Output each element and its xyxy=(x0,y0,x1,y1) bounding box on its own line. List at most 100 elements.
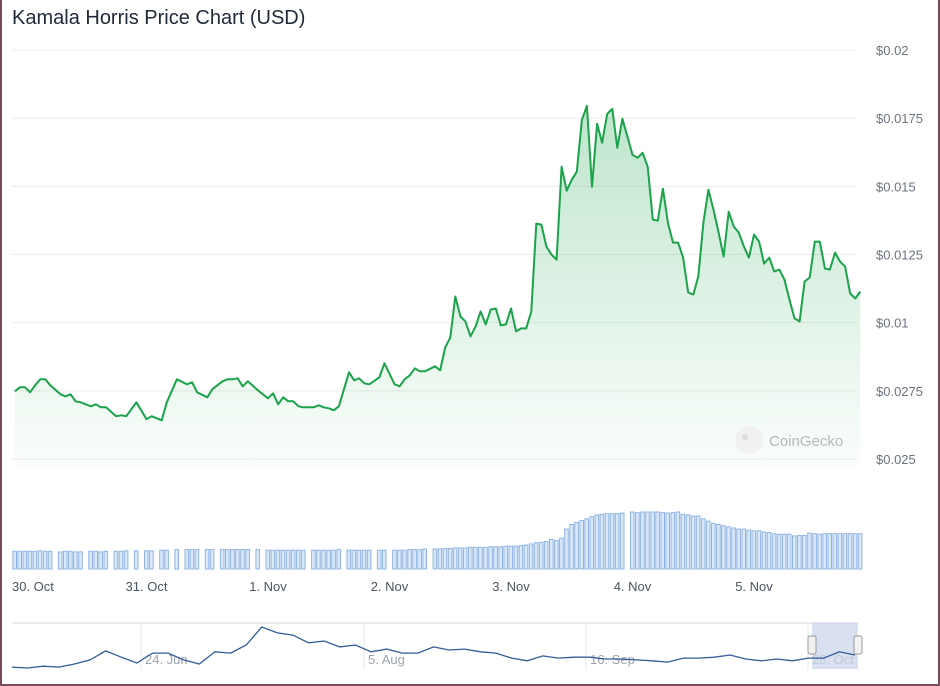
volume-bar xyxy=(57,551,63,570)
volume-bar xyxy=(685,514,691,570)
volume-bar xyxy=(118,550,124,570)
volume-bar xyxy=(503,545,508,570)
price-area-fill xyxy=(14,105,861,467)
volume-bar xyxy=(559,537,564,570)
volume-bar xyxy=(437,548,443,570)
y-axis-labels: $0.02 $0.0175 $0.015 $0.0125 $0.01 $0.0275 $0.… xyxy=(876,43,923,467)
watermark-text: CoinGecko xyxy=(769,433,843,450)
volume-bar xyxy=(37,550,43,570)
volume-bar xyxy=(640,511,645,570)
volume-bar xyxy=(549,538,554,570)
volume-bar xyxy=(184,549,190,570)
volume-bar xyxy=(473,546,478,570)
x-tick-label: 1. Nov xyxy=(249,579,287,594)
volume-bar xyxy=(635,512,640,570)
navigator-left-handle[interactable] xyxy=(807,635,817,655)
volume-bar xyxy=(751,530,757,570)
volume-bar xyxy=(392,549,397,570)
volume-bar xyxy=(265,549,271,570)
volume-bar xyxy=(225,549,230,570)
coingecko-logo-icon xyxy=(735,426,763,454)
volume-bar xyxy=(204,549,210,570)
volume-bar xyxy=(98,551,104,570)
volume-bar xyxy=(331,549,336,570)
volume-bar xyxy=(174,549,179,570)
volume-bar xyxy=(93,550,99,570)
volume-bar xyxy=(817,533,822,570)
volume-bar xyxy=(766,532,772,570)
x-tick-label: 5. Nov xyxy=(735,579,773,594)
chart-title: Kamala Horris Price Chart (USD) xyxy=(12,7,306,29)
navigator-selected-window[interactable] xyxy=(812,623,858,669)
volume-bar xyxy=(457,547,463,570)
volume-bar xyxy=(579,520,585,570)
volume-bar xyxy=(518,545,524,570)
volume-bar xyxy=(346,549,352,570)
volume-bar xyxy=(812,533,817,570)
volume-bar xyxy=(88,550,93,570)
navigator-line xyxy=(11,626,856,669)
volume-bar xyxy=(594,514,600,570)
volume-bar xyxy=(483,546,488,570)
volume-bar xyxy=(700,518,706,570)
volume-bar xyxy=(731,527,736,570)
volume-bar xyxy=(351,549,357,570)
volume-bar xyxy=(832,533,838,570)
volume-bar xyxy=(447,548,453,570)
volume-bar xyxy=(599,513,605,570)
navigator-right-handle[interactable] xyxy=(853,635,863,655)
y-tick-label: $0.01 xyxy=(876,316,909,331)
volume-bar xyxy=(27,550,33,570)
volume-bar xyxy=(771,533,777,570)
coingecko-eye-icon xyxy=(742,434,748,440)
volume-bar xyxy=(22,550,28,570)
volume-bar xyxy=(240,549,245,570)
volume-bar xyxy=(397,549,402,570)
volume-bar xyxy=(381,549,387,570)
volume-bar xyxy=(726,526,731,570)
volume-bar xyxy=(670,512,676,570)
volume-bar xyxy=(538,541,544,570)
volume-bar xyxy=(614,513,620,570)
volume-bar xyxy=(189,549,195,570)
y-tick-label: $0.0275 xyxy=(876,384,923,399)
volume-bar xyxy=(356,549,362,570)
volume-bar xyxy=(690,515,696,570)
volume-bar xyxy=(255,549,260,570)
volume-bar xyxy=(655,511,660,570)
volume-bar xyxy=(123,550,129,570)
volume-bar xyxy=(442,548,448,570)
volume-bar xyxy=(822,533,828,570)
volume-bar xyxy=(280,549,286,570)
volume-bar xyxy=(837,533,843,570)
y-tick-label: $0.02 xyxy=(876,43,909,58)
volume-bar xyxy=(528,543,534,570)
volume-bar xyxy=(857,533,863,570)
volume-bar xyxy=(42,550,48,570)
volume-bar xyxy=(584,518,590,570)
volume-bar xyxy=(73,551,78,570)
volume-bar xyxy=(554,540,559,570)
volume-bar xyxy=(533,542,539,570)
x-tick-label: 2. Nov xyxy=(371,579,409,594)
x-tick-label: 31. Oct xyxy=(126,579,168,594)
volume-bar xyxy=(422,548,427,570)
y-tick-label: $0.0175 xyxy=(876,111,923,126)
volume-bar xyxy=(78,551,83,570)
volume-bar xyxy=(321,549,326,570)
volume-bar xyxy=(478,546,483,570)
x-tick-label: 4. Nov xyxy=(614,579,652,594)
volume-bar xyxy=(336,549,341,570)
price-line[interactable] xyxy=(14,104,862,422)
volume-bar xyxy=(219,549,225,570)
navigator-tick-label: 5. Aug xyxy=(368,652,405,667)
volume-bar xyxy=(285,549,291,570)
volume-bar xyxy=(650,511,655,570)
volume-bar xyxy=(144,550,149,570)
volume-bar xyxy=(17,550,22,570)
volume-bar xyxy=(493,546,498,570)
volume-bar xyxy=(781,533,787,570)
volume-bar xyxy=(746,529,752,570)
